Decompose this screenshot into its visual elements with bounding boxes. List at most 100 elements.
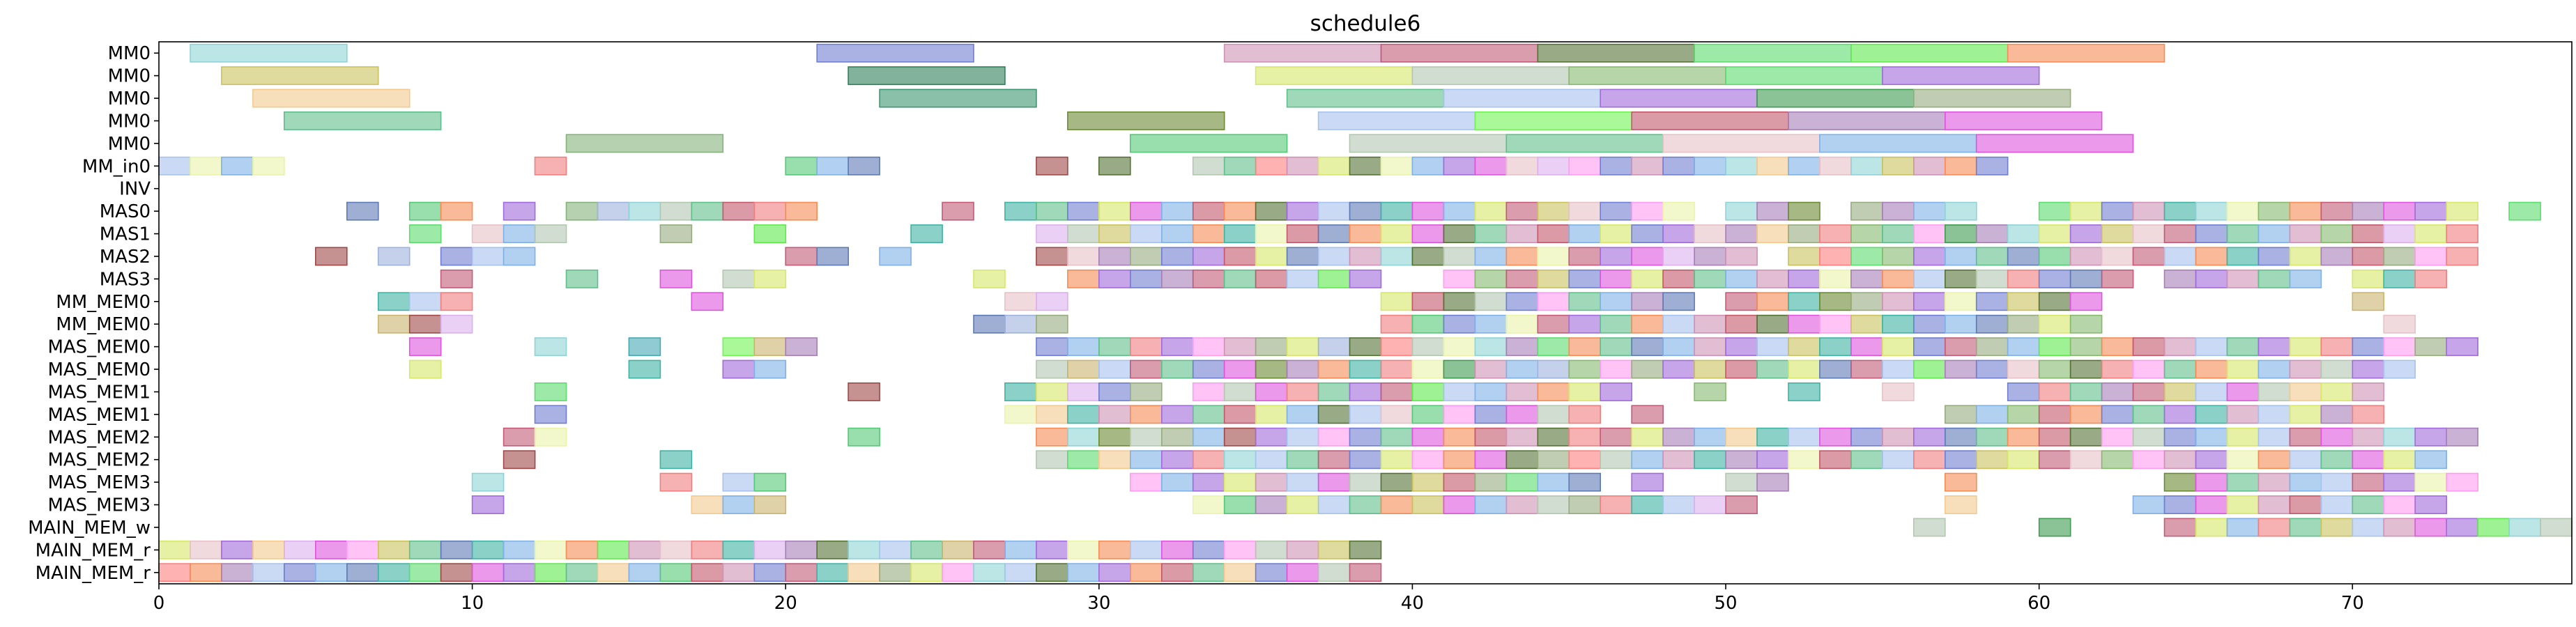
task-bar (1694, 156, 1726, 176)
task-bar (1223, 563, 1257, 582)
task-bar (1474, 359, 1508, 379)
task-bar (503, 247, 536, 266)
task-bar (1286, 224, 1319, 243)
task-bar (1850, 292, 1883, 311)
task-bar (753, 337, 787, 357)
task-bar (283, 563, 316, 582)
task-bar (2163, 472, 2197, 492)
task-bar (1474, 405, 1508, 424)
task-bar (1411, 224, 1445, 243)
task-bar (2069, 292, 2103, 311)
task-bar (2101, 359, 2134, 379)
task-bar (1474, 337, 1508, 357)
task-bar (2257, 450, 2291, 470)
task-bar (1975, 405, 2009, 424)
task-bar (628, 563, 661, 582)
task-bar (1756, 359, 1789, 379)
task-bar (534, 224, 567, 243)
task-bar (1756, 314, 1789, 334)
task-bar (691, 540, 724, 559)
task-bar (471, 472, 505, 492)
task-bar (1443, 201, 1476, 221)
task-bar (2352, 201, 2385, 221)
task-bar (1975, 269, 2009, 288)
task-bar (2414, 269, 2447, 288)
task-bar (1568, 247, 1601, 266)
task-bar (1443, 382, 1476, 401)
task-bar (910, 563, 943, 582)
task-bar (1349, 359, 1382, 379)
task-bar (1913, 269, 1946, 288)
task-bar (1349, 382, 1382, 401)
task-bar (1788, 111, 1946, 130)
task-bar (2508, 518, 2541, 537)
task-bar (2446, 247, 2478, 266)
task-bar (2132, 382, 2165, 401)
task-bar (565, 540, 599, 559)
task-bar (1756, 292, 1789, 311)
task-bar (2195, 247, 2228, 266)
task-bar (1850, 224, 1883, 243)
y-tick-label: MM0 (108, 43, 151, 64)
task-bar (1505, 269, 1539, 288)
task-bar (1694, 247, 1726, 266)
task-bar (1286, 156, 1319, 176)
task-bar (565, 134, 724, 153)
task-bar (2383, 450, 2416, 470)
task-bar (1004, 201, 1037, 221)
task-bar (1223, 382, 1257, 401)
task-bar (1474, 450, 1508, 470)
task-bar (1537, 405, 1570, 424)
task-bar (2383, 359, 2416, 379)
task-bar (2007, 43, 2165, 63)
task-bar (1537, 450, 1570, 470)
task-bar (1537, 472, 1570, 492)
task-bar (2226, 247, 2260, 266)
task-bar (1631, 224, 1664, 243)
task-bar (2069, 201, 2103, 221)
task-bar (2038, 247, 2071, 266)
task-bar (1098, 247, 1131, 266)
task-bar (2195, 495, 2228, 515)
task-bar (1913, 156, 1946, 176)
task-bar (1130, 450, 1163, 470)
task-bar (753, 201, 787, 221)
x-tick-label: 60 (2027, 593, 2050, 614)
task-bar (2257, 337, 2291, 357)
task-bar (2038, 337, 2071, 357)
task-bar (1600, 292, 1632, 311)
task-bar (2257, 518, 2291, 537)
task-bar (2352, 359, 2385, 379)
task-bar (1631, 269, 1664, 288)
task-bar (1223, 450, 1257, 470)
task-bar (1380, 224, 1413, 243)
task-bar (1945, 224, 1977, 243)
task-bar (1819, 314, 1852, 334)
task-bar (1756, 156, 1789, 176)
task-bar (1537, 292, 1570, 311)
task-bar (408, 359, 442, 379)
task-bar (1662, 495, 1695, 515)
task-bar (2038, 382, 2071, 401)
task-bar (1913, 450, 1946, 470)
task-bar (1223, 43, 1382, 63)
task-bar (314, 247, 348, 266)
task-bar (1694, 337, 1726, 357)
task-bar (1600, 88, 1758, 108)
task-bar (1819, 156, 1852, 176)
task-bar (1286, 247, 1319, 266)
task-bar (1067, 540, 1100, 559)
task-bar (1098, 540, 1131, 559)
task-bar (2477, 518, 2510, 537)
task-bar (1788, 201, 1820, 221)
task-bar (2257, 247, 2291, 266)
task-bar (1882, 224, 1915, 243)
task-bar (1819, 269, 1852, 288)
y-tick-label: MAIN_MEM_w (28, 518, 151, 539)
task-bar (1756, 337, 1789, 357)
task-bar (1380, 359, 1413, 379)
task-bar (1631, 111, 1789, 130)
task-bar (2101, 427, 2134, 447)
task-bar (1537, 314, 1570, 334)
task-bar (753, 269, 787, 288)
